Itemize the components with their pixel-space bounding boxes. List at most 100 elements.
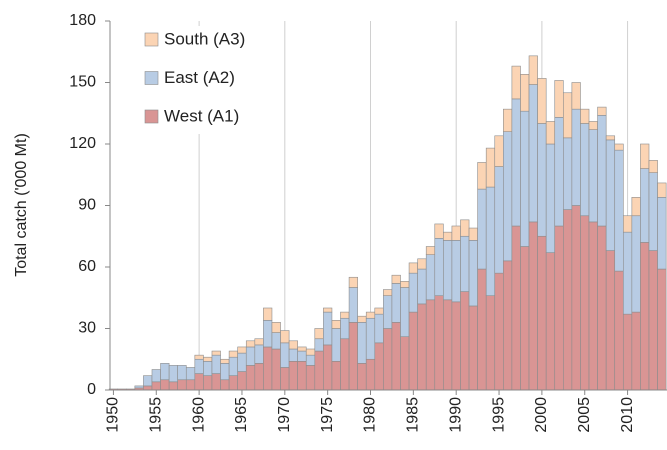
bar-segment bbox=[640, 242, 650, 391]
bar-segment bbox=[477, 188, 487, 270]
bar-segment bbox=[194, 358, 204, 374]
bar-segment bbox=[494, 135, 504, 167]
bar-segment bbox=[288, 340, 298, 350]
bar-segment bbox=[460, 235, 470, 292]
y-axis-label: Total catch ('000 Mt) bbox=[13, 133, 30, 277]
bar-segment bbox=[134, 385, 144, 389]
bar-segment bbox=[657, 268, 667, 391]
x-tick-label: 1970 bbox=[276, 397, 293, 433]
y-tick-label: 150 bbox=[69, 74, 96, 91]
legend: South (A3) East (A2) West (A1) bbox=[136, 26, 266, 134]
bar-segment bbox=[511, 65, 521, 100]
bar-segment bbox=[597, 115, 607, 227]
bar-segment bbox=[494, 166, 504, 274]
bar-segment bbox=[640, 143, 650, 169]
bar-segment bbox=[443, 231, 453, 241]
bar-segment bbox=[357, 322, 367, 364]
x-tick-label: 1990 bbox=[447, 397, 464, 433]
bar-segment bbox=[425, 254, 436, 301]
bar-segment bbox=[280, 342, 290, 368]
bar-segment bbox=[323, 307, 333, 313]
bar-segment bbox=[374, 342, 384, 391]
bar-segment bbox=[237, 352, 247, 372]
bar-segment bbox=[263, 319, 273, 348]
bar-segment bbox=[143, 375, 153, 387]
bar-segment bbox=[545, 121, 556, 145]
bar-segment bbox=[622, 313, 633, 391]
bar-segment bbox=[571, 205, 581, 391]
bar-segment bbox=[365, 358, 376, 391]
bar-segment bbox=[640, 168, 650, 243]
bar-segment bbox=[237, 346, 247, 354]
bar-segment bbox=[383, 295, 393, 329]
bar-segment bbox=[211, 354, 221, 374]
bar-segment bbox=[383, 328, 393, 391]
bar-segment bbox=[408, 311, 418, 391]
x-tick-label: 1960 bbox=[190, 397, 207, 433]
bar-segment bbox=[288, 360, 298, 391]
bar-segment bbox=[185, 379, 196, 391]
bar-segment bbox=[168, 381, 178, 391]
y-tick-label: 0 bbox=[87, 381, 96, 398]
bar-segment bbox=[194, 354, 204, 360]
bar-segment bbox=[323, 344, 333, 391]
bar-segment bbox=[314, 338, 324, 352]
bar-segment bbox=[631, 311, 641, 391]
bar-segment bbox=[528, 55, 538, 85]
bar-segment bbox=[554, 117, 564, 227]
bar-segment bbox=[588, 221, 598, 391]
legend-label: East (A2) bbox=[164, 68, 235, 87]
bar-segment bbox=[340, 338, 350, 391]
x-tick-label: 2010 bbox=[619, 397, 636, 433]
bar-segment bbox=[391, 274, 401, 284]
bar-segment bbox=[622, 231, 633, 315]
bar-segment bbox=[631, 197, 641, 217]
bar-segment bbox=[254, 363, 264, 391]
legend-swatch bbox=[144, 109, 159, 124]
bar-segment bbox=[648, 160, 658, 173]
bar-segment bbox=[220, 363, 230, 381]
bar-segment bbox=[417, 258, 427, 270]
y-tick-label: 30 bbox=[78, 320, 96, 337]
bar-segment bbox=[151, 381, 161, 391]
bar-segment bbox=[425, 246, 436, 255]
bar-segment bbox=[400, 281, 410, 288]
bar-segment bbox=[203, 360, 213, 376]
bar-segment bbox=[563, 92, 573, 139]
bar-segment bbox=[185, 367, 196, 381]
bar-segment bbox=[460, 291, 470, 391]
bar-segment bbox=[554, 80, 564, 118]
bar-segment bbox=[511, 225, 521, 391]
x-tick-label: 1950 bbox=[105, 397, 122, 433]
bar-segment bbox=[400, 287, 410, 338]
bar-segment bbox=[580, 215, 590, 391]
bar-segment bbox=[263, 307, 273, 321]
bar-segment bbox=[340, 317, 350, 340]
bar-segment bbox=[443, 299, 453, 391]
bar-segment bbox=[391, 322, 401, 391]
bar-segment bbox=[434, 223, 444, 239]
bar-segment bbox=[468, 227, 478, 241]
bar-segment bbox=[571, 108, 581, 206]
bar-segment bbox=[263, 346, 273, 391]
bar-segment bbox=[160, 363, 170, 381]
bar-segment bbox=[451, 301, 461, 391]
bar-segment bbox=[554, 225, 564, 391]
bar-segment bbox=[657, 182, 667, 198]
bar-segment bbox=[597, 106, 607, 116]
bar-segment bbox=[537, 78, 547, 124]
bar-segment bbox=[408, 272, 418, 313]
bar-segment bbox=[280, 367, 290, 391]
bar-segment bbox=[151, 369, 161, 383]
bar-segment bbox=[520, 246, 530, 391]
x-tick-label: 2005 bbox=[576, 397, 593, 433]
bar-segment bbox=[563, 137, 573, 210]
bar-segment bbox=[323, 311, 333, 346]
bar-segment bbox=[614, 149, 624, 272]
x-tick-label: 1965 bbox=[233, 397, 250, 433]
y-tick-label: 90 bbox=[78, 197, 96, 214]
bar-segment bbox=[331, 319, 341, 329]
bar-segment bbox=[160, 379, 170, 391]
bar-segment bbox=[245, 340, 256, 348]
